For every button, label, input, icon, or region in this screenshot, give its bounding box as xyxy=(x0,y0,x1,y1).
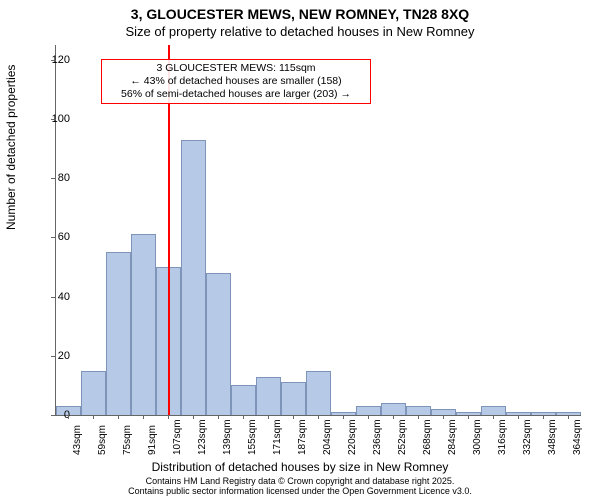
y-tick-mark xyxy=(51,60,56,61)
plot-area: 3 GLOUCESTER MEWS: 115sqm← 43% of detach… xyxy=(55,45,581,416)
x-tick-label: 220sqm xyxy=(347,419,358,455)
x-tick-mark xyxy=(193,415,194,419)
x-tick-mark xyxy=(268,415,269,419)
histogram-bar xyxy=(481,406,506,415)
x-tick-mark xyxy=(243,415,244,419)
x-tick-label: 43sqm xyxy=(72,425,83,455)
x-tick-mark xyxy=(468,415,469,419)
x-tick-mark xyxy=(543,415,544,419)
x-tick-label: 75sqm xyxy=(122,425,133,455)
x-tick-label: 139sqm xyxy=(222,419,233,455)
x-tick-mark xyxy=(93,415,94,419)
x-tick-label: 204sqm xyxy=(322,419,333,455)
histogram-bar xyxy=(431,409,456,415)
histogram-bar xyxy=(231,385,256,415)
x-tick-mark xyxy=(493,415,494,419)
y-tick-label: 40 xyxy=(30,291,70,303)
histogram-bar xyxy=(531,412,556,415)
x-tick-label: 187sqm xyxy=(297,419,308,455)
x-tick-label: 332sqm xyxy=(522,419,533,455)
x-tick-mark xyxy=(393,415,394,419)
x-tick-mark xyxy=(418,415,419,419)
x-tick-label: 107sqm xyxy=(172,419,183,455)
y-axis-label: Number of detached properties xyxy=(4,65,18,230)
y-tick-label: 0 xyxy=(30,409,70,421)
histogram-bar xyxy=(81,371,106,415)
x-tick-mark xyxy=(568,415,569,419)
x-tick-label: 171sqm xyxy=(272,419,283,455)
footer-line-2: Contains public sector information licen… xyxy=(0,486,600,496)
x-tick-mark xyxy=(293,415,294,419)
x-tick-mark xyxy=(118,415,119,419)
x-tick-mark xyxy=(143,415,144,419)
x-tick-mark xyxy=(343,415,344,419)
histogram-bar xyxy=(281,382,306,415)
x-tick-label: 252sqm xyxy=(397,419,408,455)
x-tick-label: 268sqm xyxy=(422,419,433,455)
histogram-bar xyxy=(406,406,431,415)
histogram-bar xyxy=(331,412,356,415)
x-tick-label: 59sqm xyxy=(97,425,108,455)
x-tick-label: 91sqm xyxy=(147,425,158,455)
x-tick-mark xyxy=(318,415,319,419)
y-tick-label: 120 xyxy=(30,54,70,66)
annotation-line-3: 56% of semi-detached houses are larger (… xyxy=(106,88,366,101)
x-tick-label: 155sqm xyxy=(247,419,258,455)
y-tick-mark xyxy=(51,415,56,416)
x-axis-label: Distribution of detached houses by size … xyxy=(0,460,600,474)
x-tick-mark xyxy=(168,415,169,419)
y-tick-mark xyxy=(51,237,56,238)
x-tick-label: 123sqm xyxy=(197,419,208,455)
histogram-bar xyxy=(506,412,531,415)
histogram-bar xyxy=(256,377,281,415)
histogram-bar xyxy=(106,252,131,415)
x-tick-label: 364sqm xyxy=(572,419,583,455)
histogram-bar xyxy=(556,412,581,415)
annotation-box: 3 GLOUCESTER MEWS: 115sqm← 43% of detach… xyxy=(101,59,371,104)
histogram-bar xyxy=(131,234,156,415)
histogram-bar xyxy=(381,403,406,415)
x-tick-label: 236sqm xyxy=(372,419,383,455)
x-tick-label: 348sqm xyxy=(547,419,558,455)
x-tick-mark xyxy=(218,415,219,419)
x-tick-mark xyxy=(443,415,444,419)
y-tick-mark xyxy=(51,178,56,179)
y-tick-mark xyxy=(51,297,56,298)
histogram-bar xyxy=(456,412,481,415)
x-tick-label: 300sqm xyxy=(472,419,483,455)
y-tick-label: 20 xyxy=(30,350,70,362)
histogram-bar xyxy=(206,273,231,415)
histogram-bar xyxy=(356,406,381,415)
x-tick-mark xyxy=(68,415,69,419)
x-tick-label: 316sqm xyxy=(497,419,508,455)
y-tick-mark xyxy=(51,119,56,120)
histogram-bar xyxy=(306,371,331,415)
footer-line-1: Contains HM Land Registry data © Crown c… xyxy=(0,476,600,486)
x-tick-mark xyxy=(518,415,519,419)
annotation-line-2: ← 43% of detached houses are smaller (15… xyxy=(106,75,366,88)
chart-title-main: 3, GLOUCESTER MEWS, NEW ROMNEY, TN28 8XQ xyxy=(0,6,600,22)
x-tick-label: 284sqm xyxy=(447,419,458,455)
chart-container: 3, GLOUCESTER MEWS, NEW ROMNEY, TN28 8XQ… xyxy=(0,0,600,500)
y-tick-label: 60 xyxy=(30,231,70,243)
y-tick-mark xyxy=(51,356,56,357)
annotation-line-1: 3 GLOUCESTER MEWS: 115sqm xyxy=(106,62,366,75)
x-tick-mark xyxy=(368,415,369,419)
chart-title-sub: Size of property relative to detached ho… xyxy=(0,24,600,39)
y-tick-label: 100 xyxy=(30,113,70,125)
y-tick-label: 80 xyxy=(30,172,70,184)
footer-attribution: Contains HM Land Registry data © Crown c… xyxy=(0,476,600,497)
histogram-bar xyxy=(181,140,206,415)
